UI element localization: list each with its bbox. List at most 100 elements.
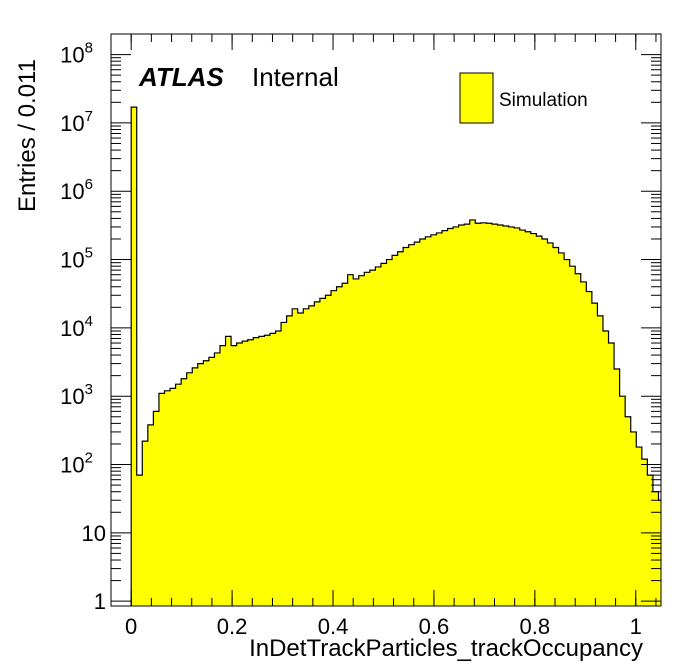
histogram-bin bbox=[430, 234, 437, 606]
internal-label: Internal bbox=[252, 62, 339, 92]
histogram-bin bbox=[358, 275, 365, 606]
histogram-outline bbox=[130, 106, 661, 606]
y-tick-label: 106 bbox=[60, 176, 93, 204]
histogram-bin bbox=[219, 345, 226, 606]
histogram-bin bbox=[253, 337, 260, 606]
histogram-bin bbox=[442, 230, 448, 606]
histogram-bin bbox=[164, 390, 171, 606]
histogram-bin bbox=[336, 286, 343, 606]
histogram-bin bbox=[403, 247, 410, 606]
y-axis-title: Entries / 0.011 bbox=[14, 59, 41, 212]
histogram-bin bbox=[353, 278, 360, 606]
histogram-bin bbox=[614, 369, 621, 606]
histogram-bin bbox=[331, 290, 337, 606]
histogram-bin bbox=[541, 238, 548, 607]
legend-marker bbox=[459, 72, 494, 124]
histogram-bin bbox=[630, 431, 637, 606]
histogram-bin bbox=[303, 308, 310, 606]
histogram-bin bbox=[397, 251, 404, 606]
histogram-bin bbox=[147, 424, 154, 606]
histogram-bin bbox=[136, 475, 143, 606]
histogram-bin bbox=[192, 367, 199, 606]
histogram-bin bbox=[142, 441, 149, 606]
histogram-bin bbox=[308, 305, 315, 606]
histogram-bin bbox=[236, 343, 243, 606]
x-tick-label: 0 bbox=[125, 614, 137, 639]
histogram-bin bbox=[580, 281, 587, 606]
histogram-bin bbox=[436, 232, 443, 606]
histogram-bin bbox=[458, 225, 465, 606]
histogram-bin bbox=[375, 266, 382, 606]
histogram-bin bbox=[203, 360, 210, 606]
histogram-bin bbox=[231, 345, 238, 606]
histogram-bin bbox=[491, 224, 498, 606]
histogram-bin bbox=[597, 315, 604, 606]
histogram-bin bbox=[547, 242, 554, 606]
histogram-bin bbox=[170, 388, 176, 606]
histogram-bin bbox=[625, 416, 632, 606]
histogram-bin bbox=[475, 223, 482, 607]
histogram-bin bbox=[175, 384, 182, 606]
x-tick-label: 0.8 bbox=[520, 614, 551, 639]
y-tick-label: 105 bbox=[60, 245, 93, 273]
histogram-bin bbox=[258, 336, 265, 606]
x-axis-title: InDetTrackParticles_trackOccupancy bbox=[249, 635, 643, 662]
histogram-bin bbox=[408, 244, 415, 606]
histogram-bin bbox=[275, 331, 282, 606]
histogram-bin bbox=[564, 259, 571, 606]
histogram-bin bbox=[447, 228, 454, 606]
histogram-bin bbox=[419, 238, 426, 607]
histogram-bin bbox=[297, 313, 304, 606]
histogram-bin bbox=[469, 219, 476, 606]
histogram-bin bbox=[186, 372, 193, 606]
atlas-label: ATLAS bbox=[138, 62, 224, 92]
x-tick-label: 0.6 bbox=[419, 614, 450, 639]
y-tick-label: 10 bbox=[82, 521, 106, 546]
histogram-bin bbox=[519, 230, 526, 606]
histogram-bin bbox=[636, 447, 643, 606]
y-tick-label: 107 bbox=[60, 108, 93, 136]
histogram-bin bbox=[525, 231, 532, 606]
histogram-bin bbox=[608, 343, 615, 606]
x-tick-label: 0.2 bbox=[217, 614, 248, 639]
histogram-bin bbox=[247, 339, 254, 606]
legend: Simulation bbox=[459, 72, 588, 124]
histogram-bin bbox=[158, 393, 165, 606]
histogram-bin bbox=[269, 333, 276, 606]
histogram-bin bbox=[347, 274, 354, 606]
y-tick-label: 1 bbox=[94, 589, 106, 614]
histogram-bin bbox=[342, 283, 349, 606]
histogram-bin bbox=[486, 223, 493, 607]
x-tick-label: 1 bbox=[630, 614, 642, 639]
histogram-bin bbox=[464, 224, 471, 606]
y-tick-label: 102 bbox=[60, 450, 93, 478]
legend-label: Simulation bbox=[499, 90, 588, 111]
histogram-bin bbox=[425, 236, 432, 606]
histogram-bin bbox=[414, 242, 421, 606]
histogram-bin bbox=[558, 252, 565, 606]
histogram-bin bbox=[292, 308, 299, 606]
histogram-bin bbox=[586, 291, 593, 606]
axes: 0 0.2 0.4 0.6 0.8 1 1 10 102 103 104 105 106 107 108 bbox=[60, 33, 661, 639]
histogram-bin bbox=[380, 263, 387, 606]
histogram-bin bbox=[652, 491, 659, 606]
plot-frame bbox=[110, 33, 662, 607]
histogram-bin bbox=[197, 363, 204, 606]
histogram-bin bbox=[530, 233, 537, 606]
histogram-bin bbox=[536, 236, 543, 606]
histogram-bin bbox=[480, 222, 487, 607]
histogram-bin bbox=[286, 315, 293, 606]
histogram-bin bbox=[619, 396, 626, 606]
x-tick-label: 0.4 bbox=[318, 614, 349, 639]
histogram-bin bbox=[242, 341, 249, 606]
histogram-bin bbox=[392, 255, 399, 606]
histogram-bin bbox=[325, 295, 332, 606]
histogram-bin bbox=[602, 331, 609, 606]
histogram-bin bbox=[131, 107, 138, 607]
y-tick-label: 104 bbox=[60, 313, 93, 341]
histogram-bin bbox=[264, 335, 271, 606]
histogram-bin bbox=[153, 411, 160, 606]
histogram-bin bbox=[181, 378, 188, 606]
histogram-bin bbox=[208, 357, 215, 606]
histogram-bin bbox=[453, 226, 460, 606]
